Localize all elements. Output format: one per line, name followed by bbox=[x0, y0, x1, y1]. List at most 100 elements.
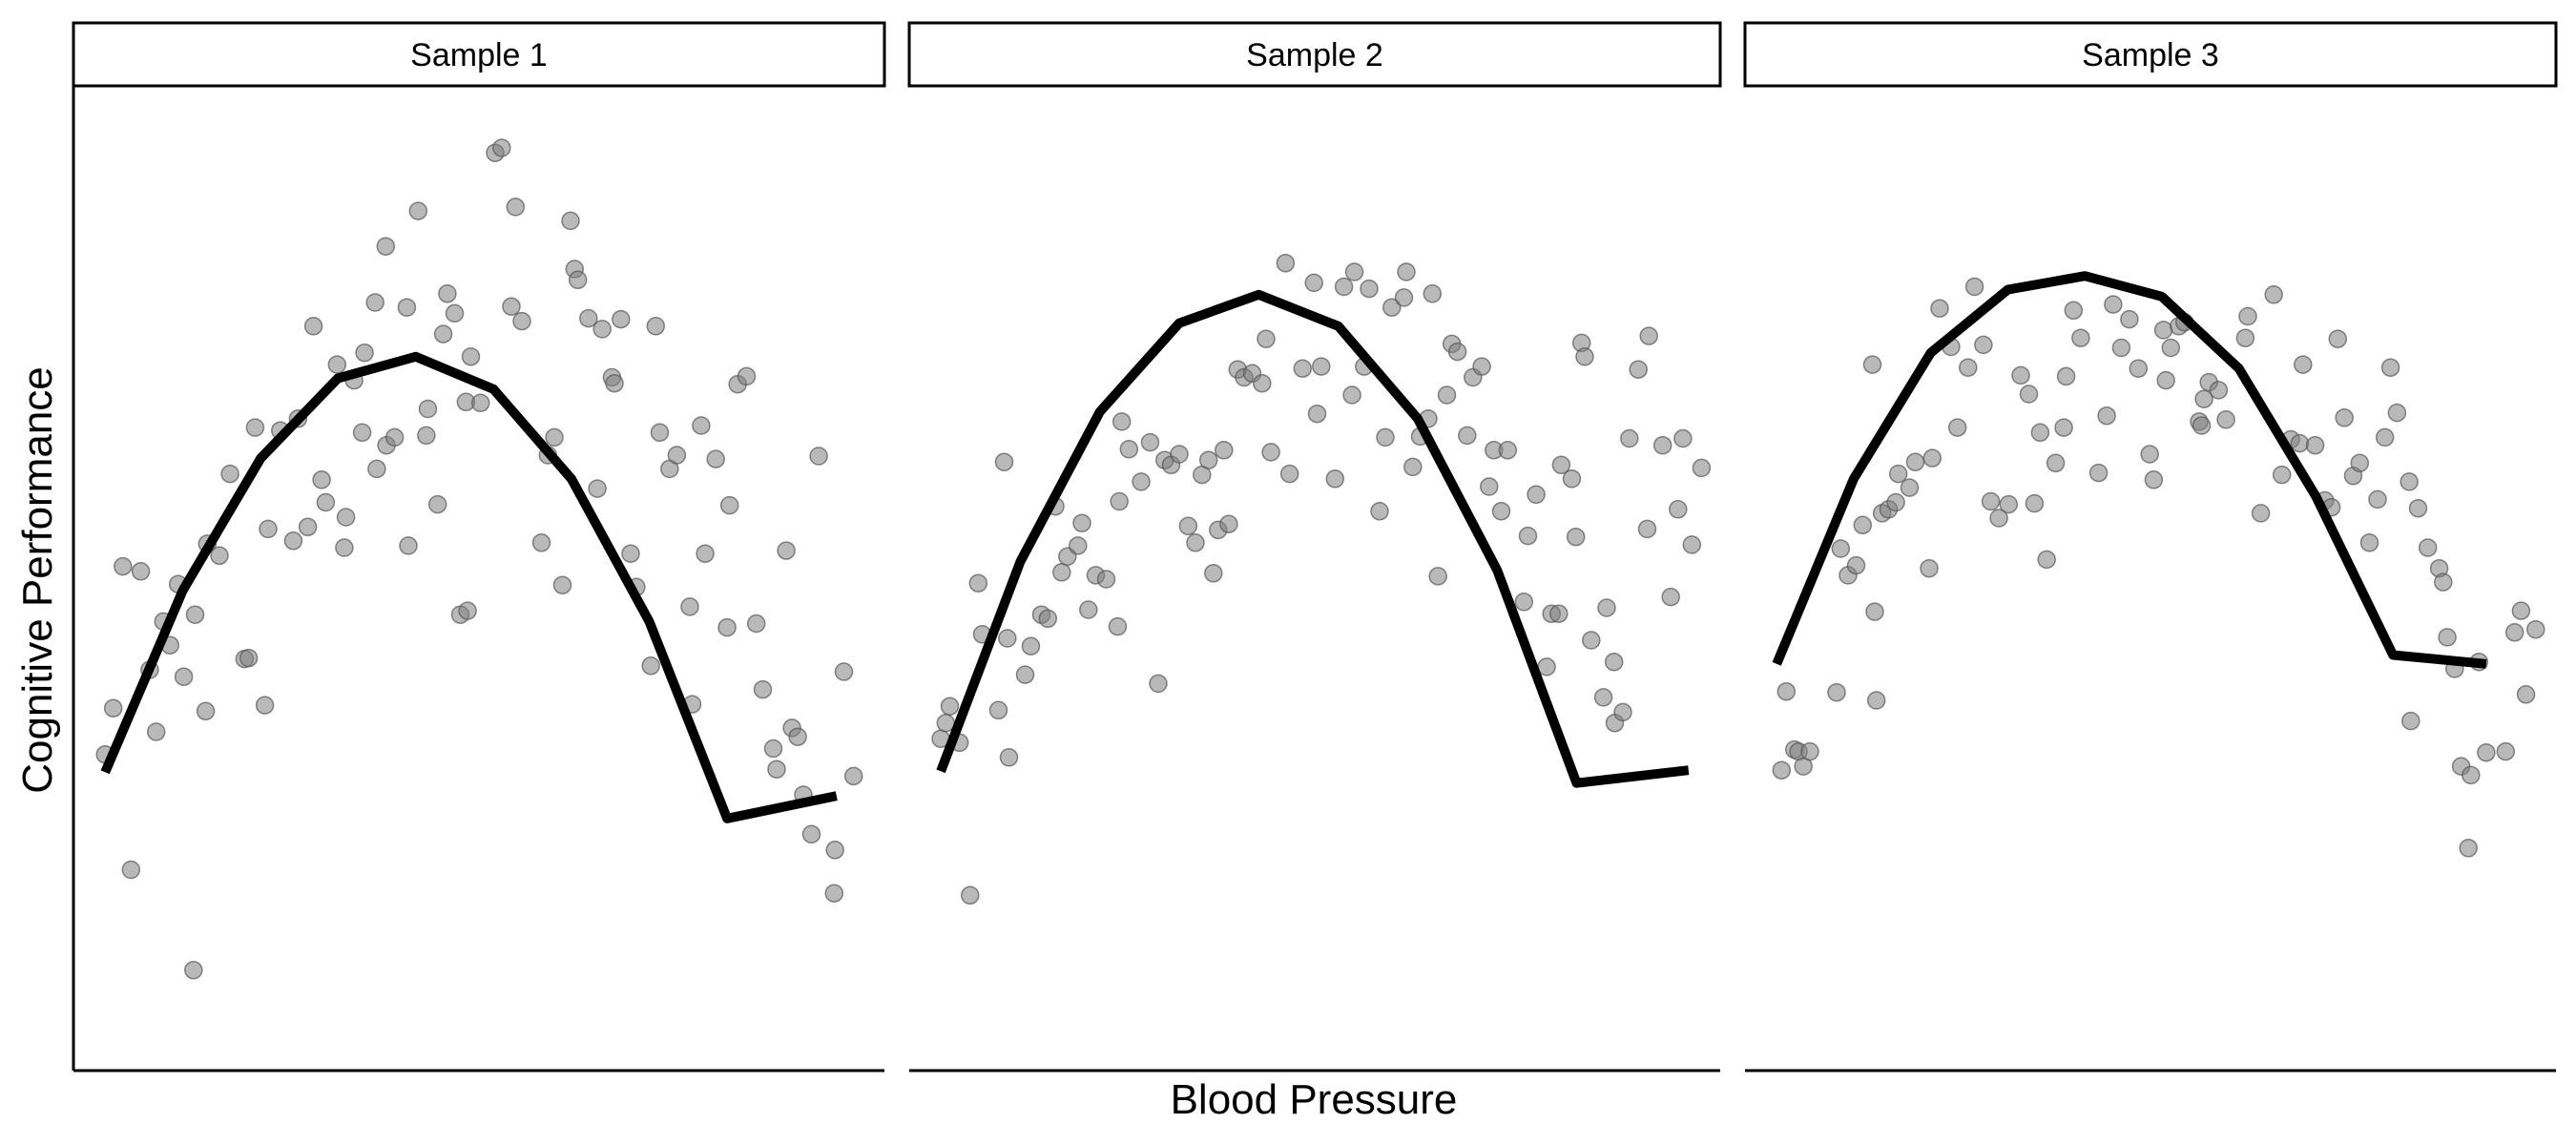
data-point bbox=[1276, 254, 1296, 273]
data-point bbox=[1637, 519, 1657, 539]
data-point bbox=[568, 270, 588, 290]
data-point bbox=[1827, 682, 1846, 702]
data-point bbox=[384, 427, 405, 448]
data-point bbox=[2011, 365, 2030, 385]
data-point bbox=[1865, 602, 1884, 621]
data-point bbox=[1096, 570, 1116, 589]
data-point bbox=[1930, 299, 1949, 318]
data-point bbox=[588, 479, 607, 498]
data-point bbox=[1069, 536, 1088, 555]
data-point bbox=[552, 575, 572, 594]
data-point bbox=[1382, 298, 1402, 317]
data-point bbox=[2156, 370, 2175, 390]
data-point bbox=[2350, 453, 2370, 473]
data-point bbox=[1334, 277, 1354, 297]
data-point bbox=[316, 492, 336, 512]
data-point bbox=[696, 544, 715, 563]
data-point bbox=[1947, 418, 1967, 437]
data-point bbox=[114, 556, 133, 576]
data-point bbox=[1307, 404, 1327, 424]
data-point bbox=[825, 841, 844, 860]
data-point bbox=[2335, 408, 2354, 427]
data-point bbox=[461, 347, 481, 366]
data-point bbox=[1480, 477, 1499, 496]
data-point bbox=[2380, 358, 2400, 377]
data-point bbox=[1360, 279, 1379, 299]
panel-strip bbox=[72, 21, 886, 88]
data-point bbox=[1831, 539, 1851, 558]
data-point bbox=[2368, 489, 2387, 510]
data-point bbox=[1549, 604, 1568, 623]
data-point bbox=[1261, 443, 1280, 462]
data-point bbox=[1072, 513, 1091, 532]
data-point bbox=[1149, 674, 1168, 694]
data-point bbox=[2238, 306, 2257, 326]
data-point bbox=[641, 656, 660, 676]
data-point bbox=[2064, 301, 2084, 321]
data-point bbox=[753, 679, 773, 699]
panel-strip bbox=[1743, 21, 2558, 88]
data-point bbox=[283, 531, 303, 551]
data-point bbox=[1394, 288, 1414, 307]
data-point bbox=[312, 470, 331, 489]
data-point bbox=[336, 508, 356, 527]
data-point bbox=[2511, 601, 2531, 620]
data-point bbox=[1639, 326, 1658, 345]
panel-2: Sample 2 bbox=[907, 21, 1722, 1072]
data-point bbox=[259, 519, 278, 539]
data-point bbox=[2516, 685, 2536, 704]
data-point bbox=[2387, 403, 2407, 423]
data-point bbox=[777, 541, 796, 560]
data-point bbox=[438, 284, 457, 303]
data-point bbox=[2104, 295, 2123, 314]
data-point bbox=[1900, 478, 1920, 497]
data-point bbox=[1293, 359, 1313, 378]
data-point bbox=[2359, 533, 2379, 552]
data-point bbox=[2192, 416, 2212, 435]
data-point bbox=[1613, 702, 1632, 722]
data-point bbox=[1692, 458, 1712, 478]
data-point bbox=[692, 416, 711, 435]
data-point bbox=[746, 614, 766, 634]
data-point bbox=[2290, 433, 2310, 453]
data-point bbox=[994, 452, 1014, 471]
data-point bbox=[1669, 500, 1688, 519]
data-point bbox=[327, 355, 347, 374]
data-point bbox=[365, 293, 384, 312]
data-point bbox=[2046, 453, 2066, 473]
fit-curve bbox=[1772, 271, 2487, 669]
data-point bbox=[433, 324, 453, 344]
data-point bbox=[1886, 492, 1905, 512]
data-point bbox=[1257, 329, 1276, 348]
data-point bbox=[2251, 504, 2271, 523]
data-point bbox=[646, 317, 666, 336]
chart-panels: Sample 1 Sample 2 Sample 3 bbox=[72, 21, 2558, 1072]
data-point bbox=[2272, 465, 2292, 485]
data-point bbox=[2088, 463, 2109, 483]
data-point bbox=[1888, 464, 1908, 484]
data-point bbox=[1108, 616, 1128, 636]
x-axis-title: Blood Pressure bbox=[1171, 1076, 1458, 1123]
data-point bbox=[1170, 445, 1189, 464]
data-point bbox=[502, 297, 521, 316]
data-point bbox=[2129, 359, 2149, 378]
data-point bbox=[988, 700, 1008, 720]
data-point bbox=[717, 617, 737, 637]
data-point bbox=[146, 722, 166, 741]
data-point bbox=[185, 605, 205, 624]
data-point bbox=[1437, 385, 1457, 405]
data-point bbox=[1575, 347, 1594, 366]
data-point bbox=[1514, 593, 1534, 612]
data-point bbox=[2477, 742, 2496, 762]
data-point bbox=[940, 697, 960, 716]
data-point bbox=[1959, 358, 1978, 377]
data-point bbox=[767, 760, 786, 779]
data-point bbox=[1342, 385, 1361, 405]
data-point bbox=[834, 662, 854, 681]
data-point bbox=[2209, 381, 2229, 400]
data-point bbox=[2526, 619, 2545, 639]
data-point bbox=[506, 198, 526, 217]
data-point bbox=[1673, 428, 1693, 448]
data-point bbox=[1079, 600, 1098, 619]
data-point bbox=[1186, 533, 1205, 552]
